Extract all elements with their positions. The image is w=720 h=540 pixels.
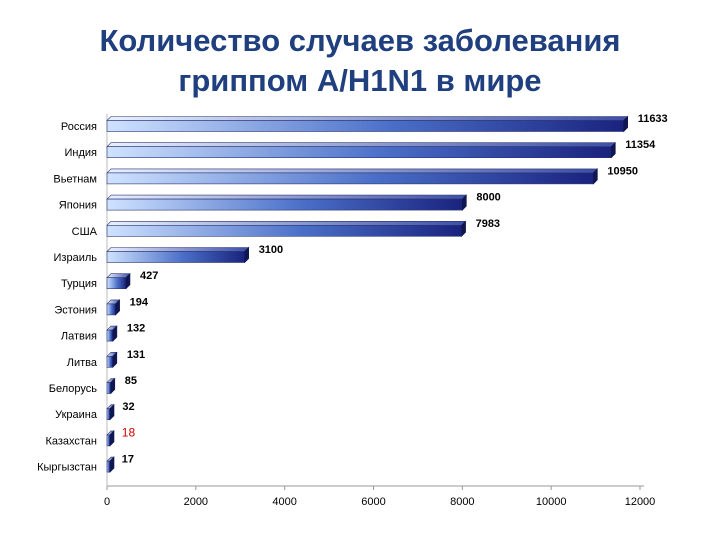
bar bbox=[106, 246, 250, 264]
category-label: Кыргызстан bbox=[37, 462, 97, 474]
bar-side-face bbox=[115, 299, 120, 316]
bar-front-face bbox=[106, 225, 462, 237]
bar-top-face bbox=[106, 221, 467, 226]
bar-side-face bbox=[112, 325, 118, 342]
x-axis: 0 2000 4000 6000 8000 10000 12000 bbox=[104, 114, 655, 508]
bar-front-face bbox=[106, 198, 463, 211]
labels: Россия 11633 Индия 11354 Вьетнам 10950 Япония 8… bbox=[37, 113, 668, 474]
category-label: Латвия bbox=[61, 331, 97, 343]
x-tick-label: 8000 bbox=[450, 496, 474, 508]
value-label: 131 bbox=[127, 349, 145, 361]
value-label: 8000 bbox=[476, 192, 500, 204]
bar bbox=[106, 299, 121, 316]
value-label: 132 bbox=[127, 323, 145, 335]
bar-side-face bbox=[244, 246, 249, 264]
category-label: Украина bbox=[55, 409, 98, 421]
bar-side-face bbox=[623, 115, 628, 133]
page-title-line-1: Количество случаев заболевания bbox=[99, 23, 621, 58]
bar-top-face bbox=[106, 142, 617, 147]
bar bbox=[106, 115, 629, 133]
x-tick-label: 0 bbox=[104, 496, 110, 508]
bar bbox=[106, 168, 599, 185]
category-label: Белорусь bbox=[49, 383, 98, 395]
page-title-line-2: гриппом A/H1N1 в мире bbox=[178, 63, 542, 98]
value-label: 85 bbox=[125, 375, 137, 387]
bar-side-face bbox=[109, 430, 115, 447]
value-label: 32 bbox=[122, 401, 134, 413]
bar-front-face bbox=[106, 434, 111, 447]
bar-front-face bbox=[106, 460, 111, 473]
category-label: Вьетнам bbox=[53, 173, 97, 185]
bar-side-face bbox=[109, 456, 115, 473]
value-label: 194 bbox=[130, 296, 149, 308]
category-label: США bbox=[72, 226, 98, 238]
bar bbox=[106, 456, 115, 473]
bar-front-face bbox=[106, 146, 612, 158]
x-tick-label: 10000 bbox=[536, 496, 567, 508]
bar-front-face bbox=[106, 120, 624, 132]
value-label: 18 bbox=[122, 425, 136, 439]
category-label: Турция bbox=[61, 278, 97, 290]
category-label: Израиль bbox=[54, 252, 98, 264]
bar-front-face bbox=[106, 408, 111, 421]
x-tick-label: 6000 bbox=[361, 496, 385, 508]
bar-top-face bbox=[106, 247, 250, 252]
bar-side-face bbox=[611, 141, 616, 159]
bar-top-face bbox=[106, 168, 599, 174]
category-label: Казахстан bbox=[45, 435, 97, 447]
x-tick-label: 4000 bbox=[272, 496, 296, 508]
bar bbox=[106, 403, 115, 421]
bar-front-face bbox=[106, 303, 116, 316]
bar-side-face bbox=[112, 351, 118, 369]
bar-top-face bbox=[106, 116, 629, 121]
bar bbox=[106, 141, 617, 159]
value-label: 17 bbox=[122, 454, 134, 466]
bar bbox=[106, 325, 118, 342]
bar bbox=[106, 351, 118, 369]
value-label: 427 bbox=[140, 270, 158, 282]
bars bbox=[106, 115, 629, 473]
x-tick-label: 2000 bbox=[184, 496, 208, 508]
bar-front-face bbox=[106, 172, 594, 185]
value-label: 7983 bbox=[476, 218, 500, 230]
bar-side-face bbox=[462, 194, 467, 211]
bar-front-face bbox=[106, 329, 114, 342]
category-label: Япония bbox=[59, 200, 97, 212]
category-label: Эстония bbox=[54, 304, 97, 316]
bar bbox=[106, 220, 467, 238]
value-label: 10950 bbox=[607, 165, 638, 177]
bar-side-face bbox=[125, 272, 131, 290]
bar-front-face bbox=[106, 355, 114, 368]
bar-side-face bbox=[461, 220, 466, 238]
bar-front-face bbox=[106, 277, 127, 290]
bar-front-face bbox=[106, 251, 245, 263]
x-tick-label: 12000 bbox=[625, 496, 656, 508]
category-label: Индия bbox=[64, 147, 97, 159]
category-label: Литва bbox=[67, 357, 98, 369]
bar-side-face bbox=[110, 377, 116, 395]
category-label: Россия bbox=[61, 121, 97, 133]
bar bbox=[106, 194, 468, 211]
bar bbox=[106, 272, 131, 290]
value-label: 3100 bbox=[259, 244, 283, 256]
bar-side-face bbox=[109, 403, 115, 421]
bar-side-face bbox=[593, 168, 598, 185]
bar-front-face bbox=[106, 382, 112, 394]
bar-top-face bbox=[106, 194, 468, 200]
value-label: 11354 bbox=[625, 139, 656, 151]
bar bbox=[106, 377, 116, 395]
bar bbox=[106, 430, 115, 447]
value-label: 11633 bbox=[638, 113, 668, 125]
